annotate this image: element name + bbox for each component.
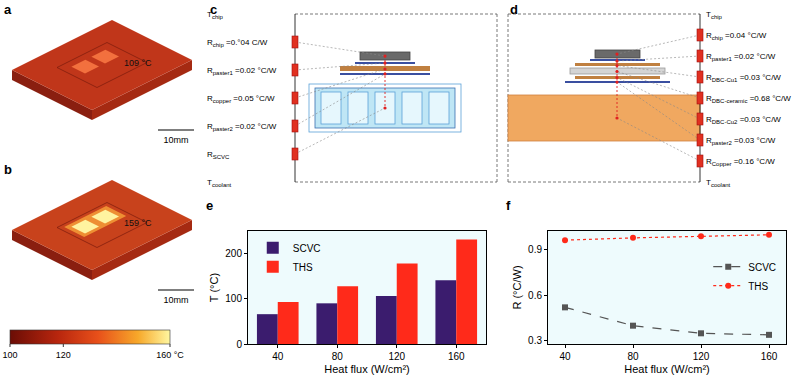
svg-text:Tcoolant: Tcoolant (207, 178, 232, 188)
svg-text:Rpaster2 =0.03 °C/W: Rpaster2 =0.03 °C/W (706, 136, 776, 146)
svg-text:160: 160 (761, 351, 778, 362)
svg-text:120: 120 (693, 351, 710, 362)
svg-text:Rpaster2 =0.02 °C/W: Rpaster2 =0.02 °C/W (207, 122, 277, 132)
svg-text:SCVC: SCVC (293, 243, 321, 254)
svg-text:Rchip =0.04 °C/W: Rchip =0.04 °C/W (706, 31, 767, 41)
svg-text:0.9: 0.9 (528, 244, 542, 255)
svg-text:THS: THS (748, 281, 768, 292)
svg-text:RSCVC: RSCVC (207, 150, 230, 160)
svg-text:RDBC-Cu1 =0.03 °C/W: RDBC-Cu1 =0.03 °C/W (706, 73, 781, 83)
svg-text:0.3: 0.3 (528, 335, 542, 346)
svg-text:THS: THS (293, 262, 313, 273)
svg-text:200: 200 (225, 248, 242, 259)
svg-text:40: 40 (272, 351, 284, 362)
svg-text:Rcopper =0.05 °C/W: Rcopper =0.05 °C/W (207, 94, 275, 104)
svg-text:120: 120 (388, 351, 405, 362)
svg-text:SCVC: SCVC (748, 262, 776, 273)
svg-text:100: 100 (2, 350, 17, 360)
svg-text:Tcoolant: Tcoolant (706, 178, 731, 188)
svg-text:0: 0 (236, 339, 242, 350)
svg-text:159 °C: 159 °C (124, 218, 152, 228)
svg-text:Heat flux (W/cm²): Heat flux (W/cm²) (624, 363, 710, 375)
svg-text:10mm: 10mm (163, 295, 188, 305)
svg-text:RDBC-Cu2 =0.03 °C/W: RDBC-Cu2 =0.03 °C/W (706, 115, 781, 125)
svg-text:RDBC-ceramic =0.68 °C/W: RDBC-ceramic =0.68 °C/W (706, 94, 791, 104)
svg-text:R (°C/W): R (°C/W) (511, 265, 523, 309)
svg-text:Tchip: Tchip (706, 10, 723, 20)
svg-text:109 °C: 109 °C (124, 58, 152, 68)
svg-text:80: 80 (332, 351, 344, 362)
svg-text:0.6: 0.6 (528, 290, 542, 301)
svg-text:T (°C): T (°C) (208, 273, 220, 302)
svg-text:Rpaster1 =0.02 °C/W: Rpaster1 =0.02 °C/W (207, 66, 277, 76)
svg-text:Heat flux (W/cm²): Heat flux (W/cm²) (324, 363, 410, 375)
svg-text:Rchip =0.°04 C/W: Rchip =0.°04 C/W (207, 38, 268, 48)
svg-text:100: 100 (225, 293, 242, 304)
svg-text:160 °C: 160 °C (156, 350, 184, 360)
svg-text:Rpaster1 =0.02 °C/W: Rpaster1 =0.02 °C/W (706, 52, 776, 62)
svg-text:80: 80 (627, 351, 639, 362)
svg-text:40: 40 (559, 351, 571, 362)
svg-text:10mm: 10mm (163, 135, 188, 145)
svg-text:RCopper =0.16 °C/W: RCopper =0.16 °C/W (706, 157, 775, 167)
svg-text:120: 120 (56, 350, 71, 360)
svg-text:160: 160 (448, 351, 465, 362)
